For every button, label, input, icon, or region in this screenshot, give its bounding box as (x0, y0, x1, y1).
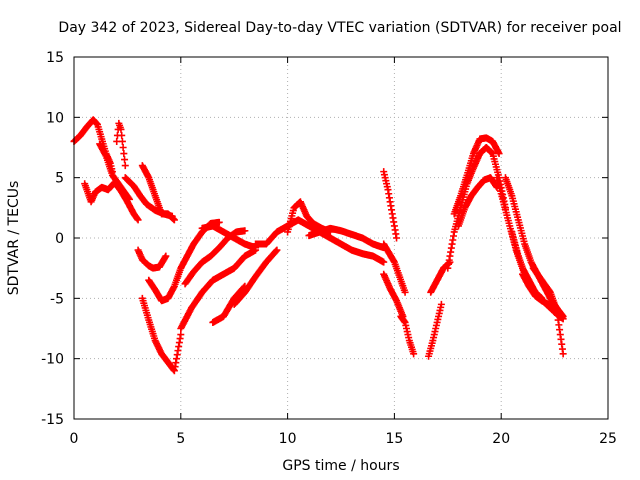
axis-ticks: 0 5 10 15 20 25 -15 -10 -5 0 5 10 15 (41, 50, 617, 447)
data-point (557, 312, 565, 320)
series-track-9 (145, 218, 223, 305)
data-points (70, 116, 567, 375)
y-tick-label: 15 (46, 50, 64, 66)
series-track-19 (380, 168, 401, 242)
series-track-8 (138, 294, 185, 375)
series-track-7 (134, 246, 170, 272)
series-track-3 (113, 119, 129, 170)
data-point (118, 131, 126, 139)
series-track-4 (96, 140, 134, 203)
series-track-20 (380, 270, 407, 320)
y-tick-label: 0 (55, 231, 64, 247)
y-tick-label: -10 (41, 352, 64, 368)
series-track-13 (209, 282, 249, 326)
data-point (170, 216, 178, 224)
data-point (117, 125, 125, 133)
data-point (119, 144, 127, 151)
series-track-15 (252, 216, 302, 248)
x-tick-label: 5 (176, 431, 185, 447)
data-point (401, 288, 409, 296)
y-tick-label: -5 (50, 291, 64, 307)
data-point (495, 150, 503, 158)
series-track-32 (519, 270, 565, 320)
x-tick-label: 10 (279, 431, 297, 447)
data-point (121, 162, 129, 170)
series-track-12 (198, 222, 260, 252)
data-point (410, 350, 418, 358)
series-track-11 (181, 227, 249, 288)
data-point (437, 300, 445, 308)
data-point (273, 246, 281, 254)
data-point (393, 234, 401, 242)
series-track-21 (380, 240, 409, 296)
data-point (134, 216, 142, 224)
x-tick-label: 20 (492, 431, 510, 447)
series-track-26 (450, 134, 503, 218)
series-track-27 (454, 174, 501, 230)
data-point (162, 252, 170, 260)
data-point (241, 227, 249, 235)
data-point (118, 137, 126, 145)
x-tick-label: 15 (385, 431, 403, 447)
series-track-23 (425, 300, 445, 360)
y-tick-label: -15 (41, 412, 64, 428)
series-track-14 (230, 246, 281, 308)
y-axis-label: SDTVAR / TECUs (6, 181, 22, 296)
data-point (177, 331, 185, 339)
data-point (215, 218, 223, 226)
grid-lines (74, 57, 608, 419)
data-point (120, 150, 128, 158)
y-tick-label: 5 (55, 171, 64, 187)
x-axis-label: GPS time / hours (282, 458, 399, 474)
x-tick-label: 0 (70, 431, 79, 447)
series-track-6 (138, 162, 178, 224)
data-point (126, 195, 134, 203)
data-point (559, 350, 567, 358)
plot-frame (73, 56, 609, 420)
data-point (121, 156, 129, 164)
y-tick-label: 10 (46, 110, 64, 126)
data-point (380, 258, 388, 266)
chart-title: Day 342 of 2023, Sidereal Day-to-day VTE… (58, 20, 621, 36)
x-tick-label: 25 (599, 431, 617, 447)
series-track-17 (294, 216, 388, 266)
series-track-22 (397, 312, 418, 358)
